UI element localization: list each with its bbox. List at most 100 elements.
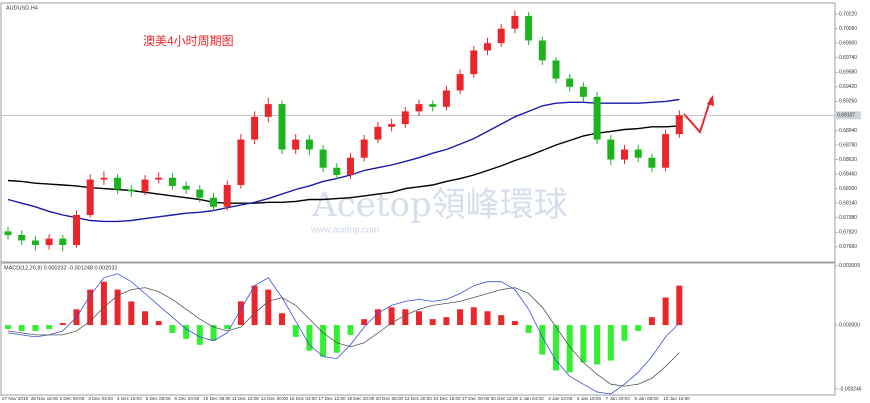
candle-body [456, 74, 464, 91]
y-tick-label: 0.67820 [839, 230, 857, 236]
macd-bar [59, 323, 66, 326]
candle-body [538, 40, 546, 61]
x-tick-label: 6 Jan 16:00 [577, 396, 601, 401]
forecast-arrow [683, 97, 712, 134]
macd-bar [402, 309, 409, 326]
macd-bar [292, 325, 299, 337]
y-tick-label: 0.69580 [839, 70, 857, 76]
macd-bar [511, 321, 518, 326]
macd-bar [265, 289, 272, 326]
x-tick-label: 9 Jan 08:00 [635, 396, 659, 401]
x-tick-label: 16 Dec 04:00 [290, 396, 318, 401]
macd-bar [484, 311, 491, 326]
candle-body [552, 60, 560, 79]
macd-bar [470, 307, 477, 326]
macd-bar [457, 309, 464, 326]
candle-body [278, 104, 286, 150]
macd-bar [648, 317, 655, 326]
candle-body [347, 157, 354, 175]
y-tick-label: 0.68300 [839, 186, 857, 192]
macd-bar [676, 285, 683, 326]
candle-body [141, 179, 149, 192]
macd-bar [237, 301, 244, 326]
candle-body [388, 124, 396, 127]
x-tick-label: 10 Jan 16:00 [663, 396, 690, 401]
candle-body [662, 134, 670, 168]
arrow-head [707, 95, 714, 106]
y-tick-label: 0.68940 [839, 128, 857, 134]
macd-bar [607, 325, 614, 361]
candle-body [648, 157, 656, 168]
macd-bar [443, 317, 450, 326]
macd-bar [87, 289, 94, 326]
macd-bar [566, 325, 573, 373]
candle-body [86, 179, 94, 215]
x-tick-label: 3 Dec 04:00 [88, 396, 113, 401]
moving-average [7, 98, 680, 223]
candle-body [305, 139, 313, 150]
macd-bar [347, 325, 354, 335]
x-tick-label: 27 Dec 00:00 [462, 396, 490, 401]
price-label-box [835, 111, 861, 120]
y-tick-label: 0.68460 [839, 171, 857, 177]
macd-bar [306, 325, 313, 351]
macd-bar [580, 325, 587, 363]
x-tick-label: 5 Dec 08:00 [146, 396, 171, 401]
y-tick-label: 0.69420 [839, 84, 857, 90]
candle-body [18, 235, 26, 241]
x-tick-label: 7 Jan 20:00 [606, 396, 630, 401]
macd-bar [142, 311, 148, 326]
candle-body [511, 15, 519, 29]
macd-line [7, 273, 680, 395]
y-tick-label: -0.003246 [839, 386, 862, 392]
moving-average [7, 125, 680, 204]
macd-bar [594, 325, 601, 365]
candle-body [415, 104, 423, 112]
x-tick-label: 13 Dec 00:00 [261, 396, 289, 401]
macd-bar [114, 289, 121, 326]
candle-body [497, 28, 505, 44]
candle-body [127, 189, 135, 192]
candle-body [621, 149, 628, 160]
candle-body [210, 197, 217, 207]
candle-body [4, 231, 12, 235]
candle-body [333, 167, 341, 175]
x-tick-label: 2 Dec 08:00 [60, 396, 85, 401]
y-tick-label: 0.67660 [839, 244, 857, 250]
candle-body [566, 78, 574, 87]
candle-body [73, 215, 80, 245]
macd-bar [100, 281, 107, 326]
annotation: 澳美4小时周期图 [143, 34, 234, 48]
macd-bar [196, 325, 203, 345]
candle-body [593, 96, 601, 140]
x-tick-label: 28 Nov 16:00 [31, 396, 59, 401]
macd-bar [183, 325, 190, 339]
candle-body [579, 86, 587, 97]
macd-bar [128, 301, 135, 326]
y-tick-label: 0.70220 [839, 11, 857, 17]
x-tick-label: 2 Jan 04:00 [520, 396, 544, 401]
candle-body [182, 185, 190, 190]
y-tick-label: 0.68140 [839, 201, 857, 207]
macd-bar [333, 325, 340, 353]
macd-bar [251, 285, 258, 326]
macd-bar [635, 325, 642, 331]
macd-bar [621, 325, 628, 341]
x-tick-label: 23 Dec 20:00 [405, 396, 433, 401]
macd-bar [5, 325, 11, 329]
candle-body [319, 149, 327, 168]
x-tick-label: 17 Dec 12:00 [318, 396, 346, 401]
y-tick-label: 0.000000 [839, 322, 860, 328]
candle-body [100, 177, 108, 180]
macd-bar [279, 313, 285, 326]
candle-body [237, 139, 245, 185]
y-tick-label: 0.70060 [839, 26, 857, 32]
macd-line [7, 287, 680, 387]
macd-bar [416, 311, 422, 326]
y-tick-label: 0.69260 [839, 99, 857, 105]
macd-bar [388, 307, 395, 326]
macd-bar [32, 325, 39, 331]
candle-body [45, 238, 53, 245]
